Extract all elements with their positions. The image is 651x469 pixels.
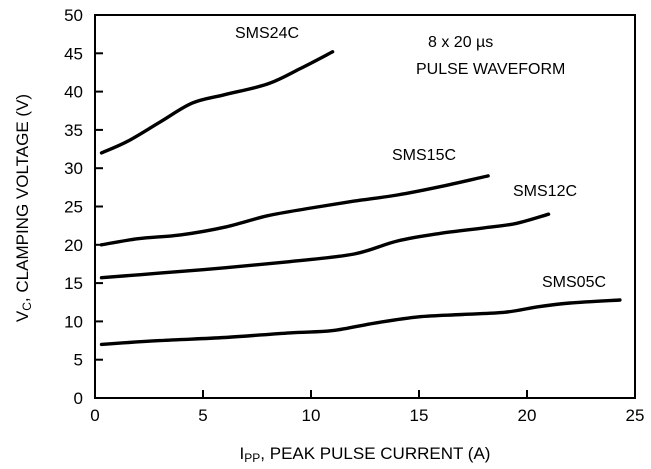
x-axis-label: IPP, PEAK PULSE CURRENT (A) xyxy=(240,444,491,465)
series-line-sms05c xyxy=(99,298,622,347)
y-axis-label: VC, CLAMPING VOLTAGE (V) xyxy=(13,94,34,322)
axis-ticks xyxy=(94,14,636,399)
y-tick-label-6: 30 xyxy=(64,159,83,178)
x-tick-label-5: 25 xyxy=(626,406,645,425)
y-axis-label-sub: C xyxy=(20,302,34,311)
series-line-sms15c xyxy=(99,174,490,247)
y-tick-label-4: 20 xyxy=(64,236,83,255)
series-line-sms12c xyxy=(99,212,551,280)
y-tick-label-8: 40 xyxy=(64,83,83,102)
y-tick-label-7: 35 xyxy=(64,121,83,140)
series-labels: SMS24C SMS15C SMS12C SMS05C xyxy=(235,25,606,291)
y-axis-label-rest: , CLAMPING VOLTAGE (V) xyxy=(13,94,32,302)
x-axis-label-sub: PP xyxy=(244,451,260,465)
y-tick-label-5: 25 xyxy=(64,198,83,217)
series-lines xyxy=(99,50,622,347)
y-tick-label-3: 15 xyxy=(64,274,83,293)
annotation-line-2: PULSE WAVEFORM xyxy=(416,61,565,78)
axis-tick-labels: 0 5 10 15 20 25 0 5 10 15 20 25 30 35 40 45 50 xyxy=(64,6,644,425)
y-tick-label-10: 50 xyxy=(64,6,83,25)
x-tick-label-3: 15 xyxy=(410,406,429,425)
y-axis-label-main: V xyxy=(13,310,32,322)
series-label-sms24c: SMS24C xyxy=(235,25,299,42)
series-label-sms15c: SMS15C xyxy=(392,147,456,164)
x-axis-label-main: I xyxy=(240,444,245,463)
y-tick-label-1: 5 xyxy=(74,351,83,370)
x-tick-label-4: 20 xyxy=(518,406,537,425)
x-tick-label-0: 0 xyxy=(90,406,99,425)
series-label-sms12c: SMS12C xyxy=(513,183,577,200)
x-axis-label-rest: , PEAK PULSE CURRENT (A) xyxy=(260,444,490,463)
y-tick-label-0: 0 xyxy=(74,389,83,408)
x-tick-label-1: 5 xyxy=(198,406,207,425)
series-line-sms24c xyxy=(99,50,335,155)
y-tick-label-9: 45 xyxy=(64,44,83,63)
series-label-sms05c: SMS05C xyxy=(542,274,606,291)
x-tick-label-2: 10 xyxy=(302,406,321,425)
y-tick-label-2: 10 xyxy=(64,312,83,331)
annotation-line-1: 8 x 20 µs xyxy=(428,34,493,51)
